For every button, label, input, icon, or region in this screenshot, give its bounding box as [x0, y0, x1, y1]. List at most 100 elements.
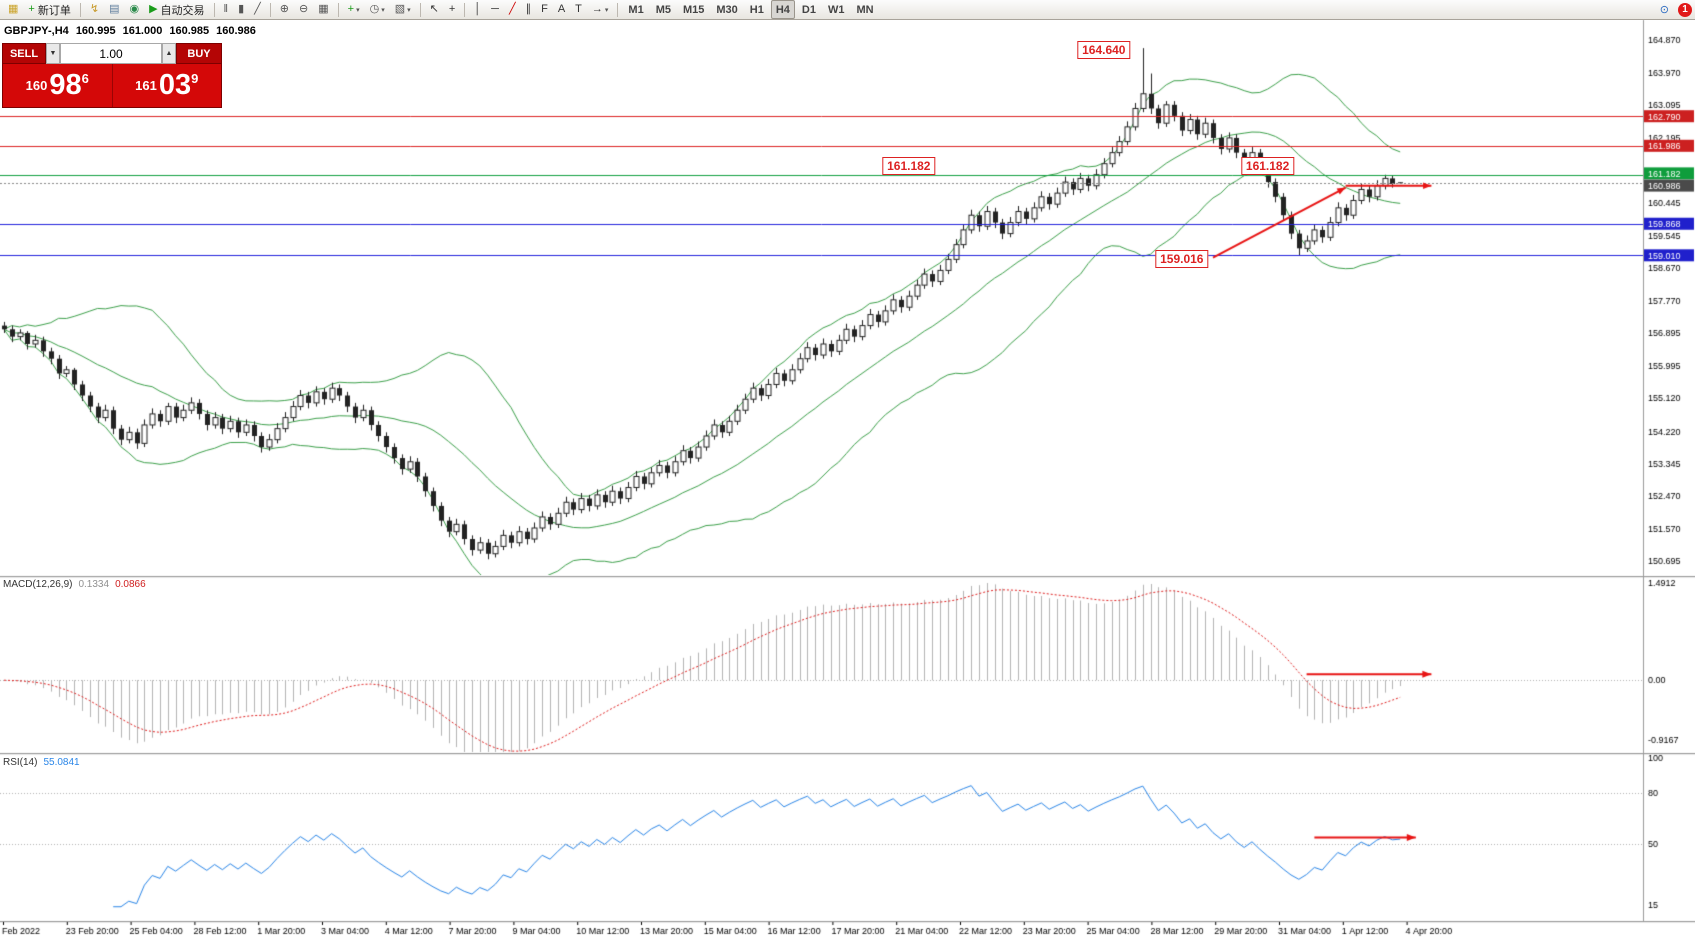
bar-chart-icon[interactable]: ‖: [220, 0, 233, 19]
vertical-line-icon: │: [474, 3, 482, 15]
buy-price-pips: 03: [158, 69, 192, 101]
timeframe-d1-button[interactable]: D1: [801, 3, 816, 16]
chevron-down-icon: ▾: [356, 6, 360, 14]
timeframe-w1-button[interactable]: W1: [827, 3, 845, 16]
text-icon[interactable]: A: [554, 0, 569, 19]
new-order-button[interactable]: + 新订单: [24, 0, 74, 19]
sell-price-pips: 98: [49, 69, 82, 101]
chevron-down-icon: ▾: [407, 6, 411, 14]
sell-price-head: 160: [25, 78, 48, 93]
buy-price-head: 161: [135, 78, 157, 93]
toolbar-separator: [464, 2, 466, 17]
auto-trading-button[interactable]: ▶ 自动交易: [145, 0, 208, 19]
toolbar-separator: [79, 2, 81, 17]
timeframe-h1-button[interactable]: H1: [749, 3, 764, 16]
cursor-icon: ↖: [429, 3, 439, 15]
zoom-in-icon: ⊕: [279, 3, 289, 15]
strategy-tester-icon[interactable]: ◉: [125, 0, 143, 19]
macd-signal-value: 0.0866: [115, 579, 146, 590]
channel-icon: ∥: [525, 3, 532, 15]
zoom-out-icon: ⊖: [299, 3, 309, 15]
toolbar-separator: [337, 2, 339, 17]
zoom-in-icon[interactable]: ⊕: [276, 0, 293, 19]
fibonacci-icon[interactable]: F: [537, 0, 552, 19]
timeframe-m1-button[interactable]: M1: [628, 3, 644, 16]
auto-trading-button-label: 自动交易: [160, 4, 205, 17]
trendline-icon[interactable]: ╱: [505, 0, 520, 19]
tile-windows-icon: ▦: [318, 3, 329, 15]
rsi-name: RSI(14): [3, 757, 38, 768]
expert-advisor-icon[interactable]: ↯: [86, 0, 103, 19]
periods-icon[interactable]: ◷ ▾: [366, 0, 389, 19]
toolbar-separator: [617, 2, 619, 17]
timeframe-m30-button[interactable]: M30: [716, 3, 738, 16]
horizontal-line-icon: ─: [491, 3, 499, 15]
toolbar: ▦ + 新订单 ↯ ▤ ◉ ▶ 自动交易 ‖ ▮ ╱ ⊕ ⊖ ▦ + ▾ ◷ ▾ ▧ ▾ ↖ + │ ─ ╱ ∥ F A T → ▾ M1 M5…: [0, 0, 1695, 20]
vertical-line-icon[interactable]: │: [470, 0, 485, 19]
buy-price-point: 9: [191, 71, 199, 86]
candlestick-chart-icon: ▮: [238, 3, 245, 15]
text-icon: A: [557, 3, 566, 15]
periods-icon: ◷: [369, 3, 380, 15]
low-value: 160.985: [169, 25, 210, 37]
fibonacci-icon: F: [541, 3, 548, 15]
timeframe-m5-button[interactable]: M5: [655, 3, 671, 16]
timeframe-mn-button[interactable]: MN: [856, 3, 874, 16]
chevron-down-icon: ▾: [604, 6, 609, 14]
channel-icon[interactable]: ∥: [522, 0, 536, 19]
cursor-icon[interactable]: ↖: [426, 0, 443, 19]
crosshair-icon[interactable]: +: [445, 0, 459, 19]
arrows-icon: →: [591, 3, 603, 15]
volume-decrease-button[interactable]: ▼: [46, 43, 60, 64]
line-chart-icon[interactable]: ╱: [250, 0, 265, 19]
toolbar-separator: [269, 2, 271, 17]
tile-windows-icon[interactable]: ▦: [314, 0, 332, 19]
timeframe-h4-button[interactable]: H4: [770, 0, 795, 19]
sell-price-display[interactable]: 160 98 6: [3, 64, 112, 107]
timeframe-m15-button[interactable]: M15: [682, 3, 705, 16]
toolbar-separator: [419, 2, 421, 17]
new-order-button: +: [28, 3, 35, 15]
sell-button[interactable]: SELL: [2, 43, 46, 64]
close-value: 160.986: [216, 25, 256, 37]
crosshair-icon: +: [448, 3, 456, 15]
new-chart-icon: ▦: [8, 3, 19, 15]
bar-chart-icon: ‖: [223, 3, 229, 15]
templates-icon[interactable]: ▧ ▾: [391, 0, 415, 19]
one-click-trading-panel: SELL ▼ ▲ BUY 160 98 6 161 03 9: [2, 43, 222, 108]
open-value: 160.995: [75, 25, 116, 37]
candlestick-chart-icon[interactable]: ▮: [234, 0, 248, 19]
horizontal-line-icon[interactable]: ─: [487, 0, 503, 19]
line-chart-icon: ╱: [254, 3, 261, 15]
indicators-icon[interactable]: + ▾: [344, 0, 364, 19]
search-icon[interactable]: ⊙: [1659, 4, 1669, 16]
volume-increase-button[interactable]: ▲: [162, 43, 176, 64]
high-value: 161.000: [122, 25, 163, 37]
buy-price-display[interactable]: 161 03 9: [111, 64, 222, 107]
terminal-icon[interactable]: ▤: [105, 0, 123, 19]
rsi-indicator-label: RSI(14) 55.0841: [3, 757, 80, 768]
auto-trading-button: ▶: [149, 3, 158, 15]
macd-main-value: 0.1334: [78, 579, 110, 590]
expert-advisor-icon: ↯: [89, 3, 100, 15]
macd-name: MACD(12,26,9): [3, 579, 73, 590]
sell-price-point: 6: [81, 71, 89, 86]
strategy-tester-icon: ◉: [129, 3, 140, 15]
zoom-out-icon[interactable]: ⊖: [295, 0, 312, 19]
notification-badge[interactable]: 1: [1678, 2, 1692, 17]
buy-button[interactable]: BUY: [176, 43, 222, 64]
arrows-icon[interactable]: → ▾: [588, 0, 613, 19]
macd-indicator-label: MACD(12,26,9) 0.1334 0.0866: [3, 579, 146, 590]
toolbar-separator: [213, 2, 215, 17]
rsi-value: 55.0841: [43, 757, 80, 768]
toolbar-right: ⊙ 1: [1655, 0, 1692, 19]
chevron-down-icon: ▾: [381, 6, 385, 14]
volume-input[interactable]: [60, 43, 162, 64]
new-chart-icon[interactable]: ▦: [4, 0, 22, 19]
terminal-icon: ▤: [109, 3, 120, 15]
new-order-button-label: 新订单: [37, 4, 71, 17]
label-icon: T: [575, 3, 582, 15]
label-icon[interactable]: T: [571, 0, 586, 19]
